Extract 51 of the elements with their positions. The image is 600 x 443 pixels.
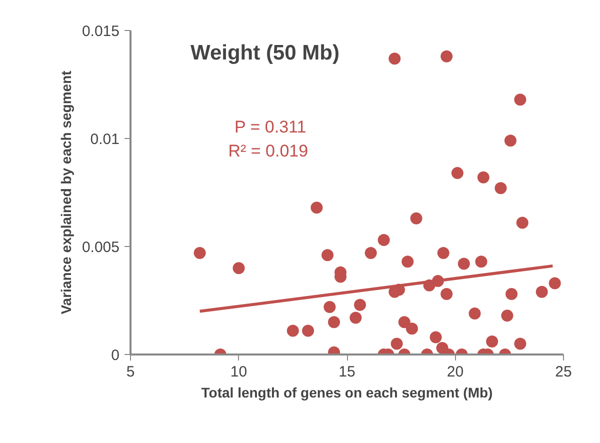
annotation: P = 0.311 xyxy=(234,118,306,136)
y-tick-label: 0.015 xyxy=(82,23,120,40)
text: Weight (50 Mb) xyxy=(190,42,340,64)
point xyxy=(286,324,299,337)
point xyxy=(410,212,422,224)
point xyxy=(302,324,314,337)
y-tick-label: 0.005 xyxy=(82,239,120,256)
point xyxy=(486,336,498,348)
point xyxy=(232,262,245,274)
point xyxy=(514,94,526,106)
point xyxy=(430,331,442,344)
point xyxy=(354,298,366,311)
point xyxy=(506,288,518,300)
point xyxy=(516,216,528,229)
point xyxy=(406,322,418,335)
point xyxy=(536,286,548,298)
point xyxy=(194,246,206,259)
y-tick-label: 0.01 xyxy=(90,131,120,148)
point xyxy=(477,171,490,184)
x-tick-label: 5 xyxy=(126,364,135,380)
point xyxy=(328,316,340,328)
point xyxy=(402,256,414,268)
point xyxy=(504,134,516,147)
point xyxy=(468,307,481,320)
x-tick-label: 25 xyxy=(555,364,572,380)
x-tick-label: 20 xyxy=(446,364,464,380)
point xyxy=(501,310,514,322)
point xyxy=(548,277,561,290)
point xyxy=(398,316,410,328)
point xyxy=(440,288,453,300)
point xyxy=(390,338,403,350)
point xyxy=(378,234,390,246)
point xyxy=(310,202,323,214)
x-tick-label: 10 xyxy=(230,364,248,380)
point xyxy=(458,258,470,270)
annotation: R² = 0.019 xyxy=(228,142,308,160)
point xyxy=(451,167,464,180)
x-tick-label: 15 xyxy=(338,364,356,380)
x-axis-title: Total length of genes on each segment (Mb) xyxy=(201,384,493,400)
point xyxy=(475,256,488,268)
point xyxy=(350,312,362,324)
point xyxy=(388,52,401,65)
y-axis-title: Variance explained by each segment xyxy=(58,70,74,314)
point xyxy=(494,182,507,194)
y-tick-label: 0 xyxy=(111,347,120,364)
point xyxy=(514,338,526,350)
point xyxy=(324,300,336,313)
point xyxy=(440,50,453,62)
point xyxy=(437,246,450,259)
point xyxy=(322,249,334,262)
point xyxy=(364,246,377,259)
